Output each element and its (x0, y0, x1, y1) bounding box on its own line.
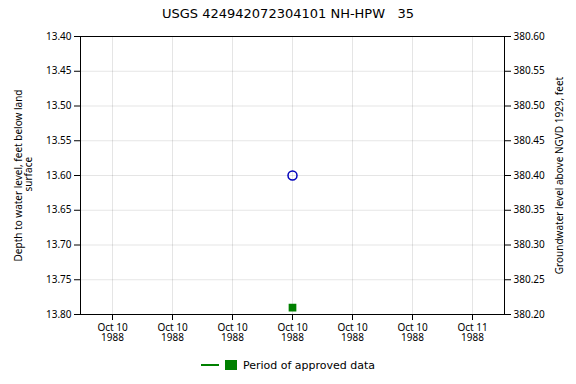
svg-text:13.45: 13.45 (46, 63, 72, 77)
svg-text:Groundwater level above NGVD 1: Groundwater level above NGVD 1929, feet (552, 76, 566, 274)
svg-text:13.80: 13.80 (46, 307, 72, 321)
svg-text:13.75: 13.75 (46, 272, 72, 286)
svg-text:Oct 101988: Oct 101988 (157, 320, 188, 344)
svg-text:13.60: 13.60 (46, 168, 72, 182)
svg-text:Oct 101988: Oct 101988 (277, 320, 308, 344)
svg-text:380.50: 380.50 (514, 98, 546, 112)
html-text:USGS 424942072304101 NH-HPW 35: USGS 424942072304101 NH-HPW 35 (162, 6, 414, 21)
svg-text:Oct 101988: Oct 101988 (217, 320, 248, 344)
html-text:Period of approved data: Period of approved data (242, 358, 376, 372)
svg-text:380.25: 380.25 (514, 272, 546, 286)
svg-text:13.55: 13.55 (46, 133, 72, 147)
svg-text:380.35: 380.35 (514, 202, 546, 216)
svg-text:380.45: 380.45 (514, 133, 546, 147)
svg-text:13.50: 13.50 (46, 98, 72, 112)
svg-text:380.60: 380.60 (514, 29, 546, 43)
svg-text:380.30: 380.30 (514, 237, 546, 251)
svg-text:13.65: 13.65 (46, 202, 72, 216)
svg-text:Oct 111988: Oct 111988 (457, 320, 487, 344)
svg-text:380.40: 380.40 (514, 168, 546, 182)
svg-text:13.70: 13.70 (46, 237, 72, 251)
svg-text:380.55: 380.55 (514, 63, 546, 77)
svg-text:Oct 101988: Oct 101988 (337, 320, 368, 344)
svg-text:13.40: 13.40 (46, 29, 72, 43)
svg-text:Depth to water level, feet bel: Depth to water level, feet below land su… (11, 90, 35, 262)
svg-text:Oct 101988: Oct 101988 (397, 320, 428, 344)
svg-text:380.20: 380.20 (514, 307, 546, 321)
svg-text:Oct 101988: Oct 101988 (97, 320, 128, 344)
